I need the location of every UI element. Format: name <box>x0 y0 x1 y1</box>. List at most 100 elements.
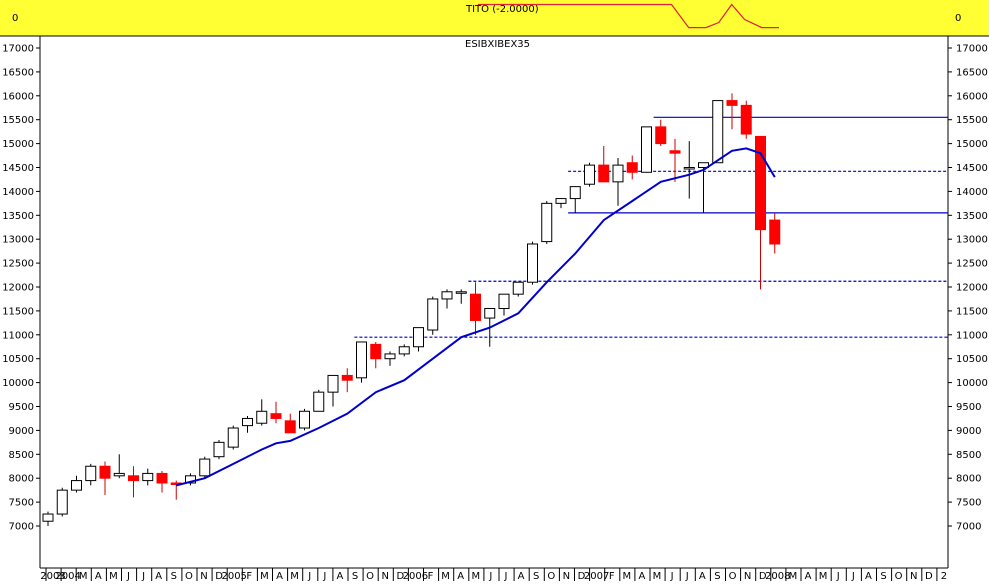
candle-body-down <box>341 374 353 381</box>
candle-body-up <box>142 472 154 482</box>
y-tick-label-left: 13500 <box>2 211 34 222</box>
x-tick-label: J <box>322 571 326 581</box>
y-tick-label-right: 15500 <box>956 115 988 126</box>
y-tick-label-right: 11500 <box>956 306 988 317</box>
y-tick-label-right: 16000 <box>956 91 988 102</box>
candle-body-up <box>398 346 410 355</box>
candle-body-up <box>313 391 325 412</box>
candle-body-down <box>669 150 681 154</box>
x-tick-label: D <box>578 571 586 581</box>
x-tick-label: M <box>471 571 480 581</box>
candle-body-down <box>755 135 766 231</box>
candle-body-up <box>541 202 553 243</box>
y-tick-label-right: 12000 <box>956 283 988 294</box>
x-tick-label: J <box>126 571 130 581</box>
y-tick-label-right: 15000 <box>956 139 988 150</box>
y-tick-label-left: 7500 <box>9 498 34 509</box>
x-tick-label: D <box>925 571 933 581</box>
candle-body-up <box>698 162 709 169</box>
candle-body-down <box>370 343 382 360</box>
x-tick-label: 2003 <box>40 571 65 581</box>
candle-body-down <box>655 126 667 145</box>
y-tick-label-right: 11000 <box>956 330 988 341</box>
x-tick-label: M <box>789 571 798 581</box>
candle-body-up <box>555 198 567 204</box>
y-tick-label-left: 10000 <box>2 378 34 389</box>
x-tick-label: A <box>805 571 812 581</box>
indicator-title: TITO (-2.0000) <box>465 4 539 15</box>
x-tick-label: O <box>729 571 737 581</box>
x-tick-label: A <box>518 571 525 581</box>
candle-body-down <box>156 472 168 484</box>
y-tick-label-right: 9000 <box>956 426 981 437</box>
candle-body-up <box>527 243 538 283</box>
candle-body-up <box>213 441 225 458</box>
candle-body-up <box>113 472 125 477</box>
x-tick-label: J <box>685 571 689 581</box>
y-tick-label-left: 8000 <box>9 474 34 485</box>
x-tick-label: 2004 <box>55 571 80 581</box>
candle-body-down <box>740 104 752 135</box>
y-tick-label-left: 13000 <box>2 235 34 246</box>
indicator-line <box>478 3 779 29</box>
candle-body-up <box>612 164 624 183</box>
x-tick-label: J <box>307 571 311 581</box>
y-tick-label-left: 12500 <box>2 259 34 270</box>
candle-body-up <box>242 417 253 427</box>
candle-body-down <box>270 413 282 419</box>
candle-body-up <box>356 341 367 379</box>
y-tick-label-right: 12500 <box>956 259 988 270</box>
y-tick-label-left: 9500 <box>9 402 34 413</box>
x-tick-label: S <box>171 571 177 581</box>
x-tick-label: 2008 <box>765 571 790 581</box>
x-tick-label: M <box>260 571 269 581</box>
x-tick-label: J <box>851 571 855 581</box>
y-tick-label-right: 7000 <box>956 522 981 533</box>
x-tick-label: A <box>155 571 162 581</box>
y-tick-label-left: 16500 <box>2 67 34 78</box>
y-tick-label-left: 9000 <box>9 426 34 437</box>
x-tick-label: F <box>246 571 252 581</box>
candle-body-down <box>99 465 111 479</box>
candle-body-down <box>284 420 296 434</box>
x-tick-label: J <box>836 571 840 581</box>
y-tick-label-left: 11000 <box>2 330 34 341</box>
candle-body-up <box>569 186 581 200</box>
y-tick-label-left: 16000 <box>2 91 34 102</box>
candle-body-up <box>256 410 268 424</box>
y-tick-label-left: 15000 <box>2 139 34 150</box>
x-tick-label: M <box>290 571 299 581</box>
x-tick-label: M <box>109 571 118 581</box>
candle-body-up <box>327 374 339 393</box>
y-tick-label-right: 8000 <box>956 474 981 485</box>
y-tick-label-left: 14500 <box>2 163 34 174</box>
candle-body-up <box>71 480 82 491</box>
x-tick-label: A <box>638 571 645 581</box>
indicator-panel <box>0 0 989 36</box>
y-tick-label-right: 14000 <box>956 187 988 198</box>
candle-body-up <box>683 167 695 170</box>
y-tick-label-right: 13500 <box>956 211 988 222</box>
x-tick-label: N <box>563 571 570 581</box>
y-tick-label-right: 13000 <box>956 235 988 246</box>
candle-body-up <box>498 293 510 310</box>
candle-body-up <box>42 513 54 522</box>
x-tick-label: A <box>865 571 872 581</box>
y-tick-label-left: 11500 <box>2 306 34 317</box>
x-tick-label: 2005 <box>221 571 246 581</box>
candle-body-up <box>299 410 310 429</box>
y-tick-label-left: 17000 <box>2 44 34 55</box>
candle-body-down <box>470 293 481 321</box>
x-tick-label: S <box>352 571 358 581</box>
y-tick-label-left: 8500 <box>9 450 34 461</box>
x-tick-label: O <box>547 571 555 581</box>
candle-body-up <box>712 100 724 164</box>
y-tick-label-right: 10000 <box>956 378 988 389</box>
candle-body-up <box>512 281 524 295</box>
x-tick-label: O <box>366 571 374 581</box>
y-tick-label-left: 10500 <box>2 354 34 365</box>
x-tick-label: F <box>428 571 434 581</box>
x-tick-label: O <box>895 571 903 581</box>
candle-body-up <box>584 164 595 185</box>
